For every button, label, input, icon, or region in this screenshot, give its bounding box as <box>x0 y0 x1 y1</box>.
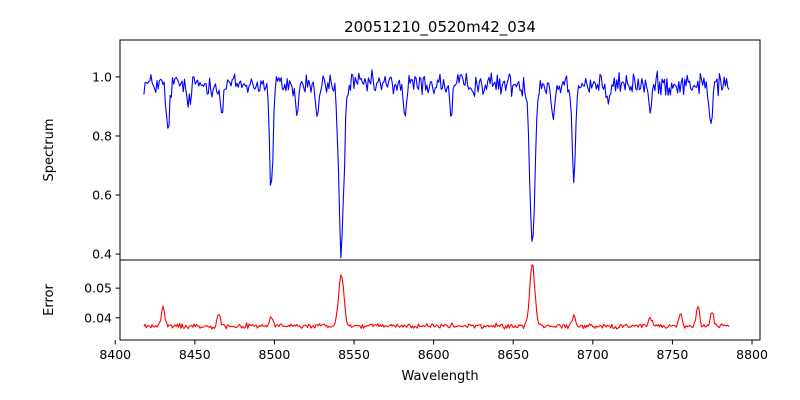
spectrum-ticks: 0.4 0.6 0.8 1.0 <box>92 69 120 262</box>
spectrum-plot-frame <box>119 39 761 261</box>
x-tick-label: 8800 <box>736 347 768 362</box>
error-plot-frame <box>119 259 761 341</box>
error-series-line <box>143 264 730 330</box>
x-tick-label: 8450 <box>179 347 211 362</box>
x-tick-label: 8600 <box>418 347 450 362</box>
x-tick-label: 8500 <box>259 347 291 362</box>
error-ticks: 0.04 0.05 <box>84 281 120 325</box>
spectrum-series-line <box>143 69 730 259</box>
x-tick-label: 8550 <box>338 347 370 362</box>
chart-title: 20051210_0520m42_034 <box>344 18 536 37</box>
x-axis-label: Wavelength <box>401 369 478 384</box>
x-axis-ticks: 8400 8450 8500 8550 8600 8650 8700 8750 8800 <box>99 340 768 362</box>
x-tick-label: 8750 <box>657 347 689 362</box>
error-y-axis-label: Error <box>42 284 57 316</box>
y-tick-label: 1.0 <box>92 69 112 84</box>
error-panel: 0.04 0.05 Error <box>42 259 761 341</box>
y-tick-label: 0.6 <box>92 188 112 203</box>
y-tick-label: 0.4 <box>92 247 112 262</box>
y-tick-label: 0.05 <box>84 281 112 296</box>
y-tick-label: 0.8 <box>92 128 112 143</box>
x-tick-label: 8650 <box>497 347 529 362</box>
spectrum-y-axis-label: Spectrum <box>42 119 57 182</box>
spectrum-panel: 0.4 0.6 0.8 1.0 Spectrum <box>42 39 761 262</box>
y-tick-label: 0.04 <box>84 310 112 325</box>
x-tick-label: 8400 <box>99 347 131 362</box>
x-tick-label: 8700 <box>577 347 609 362</box>
